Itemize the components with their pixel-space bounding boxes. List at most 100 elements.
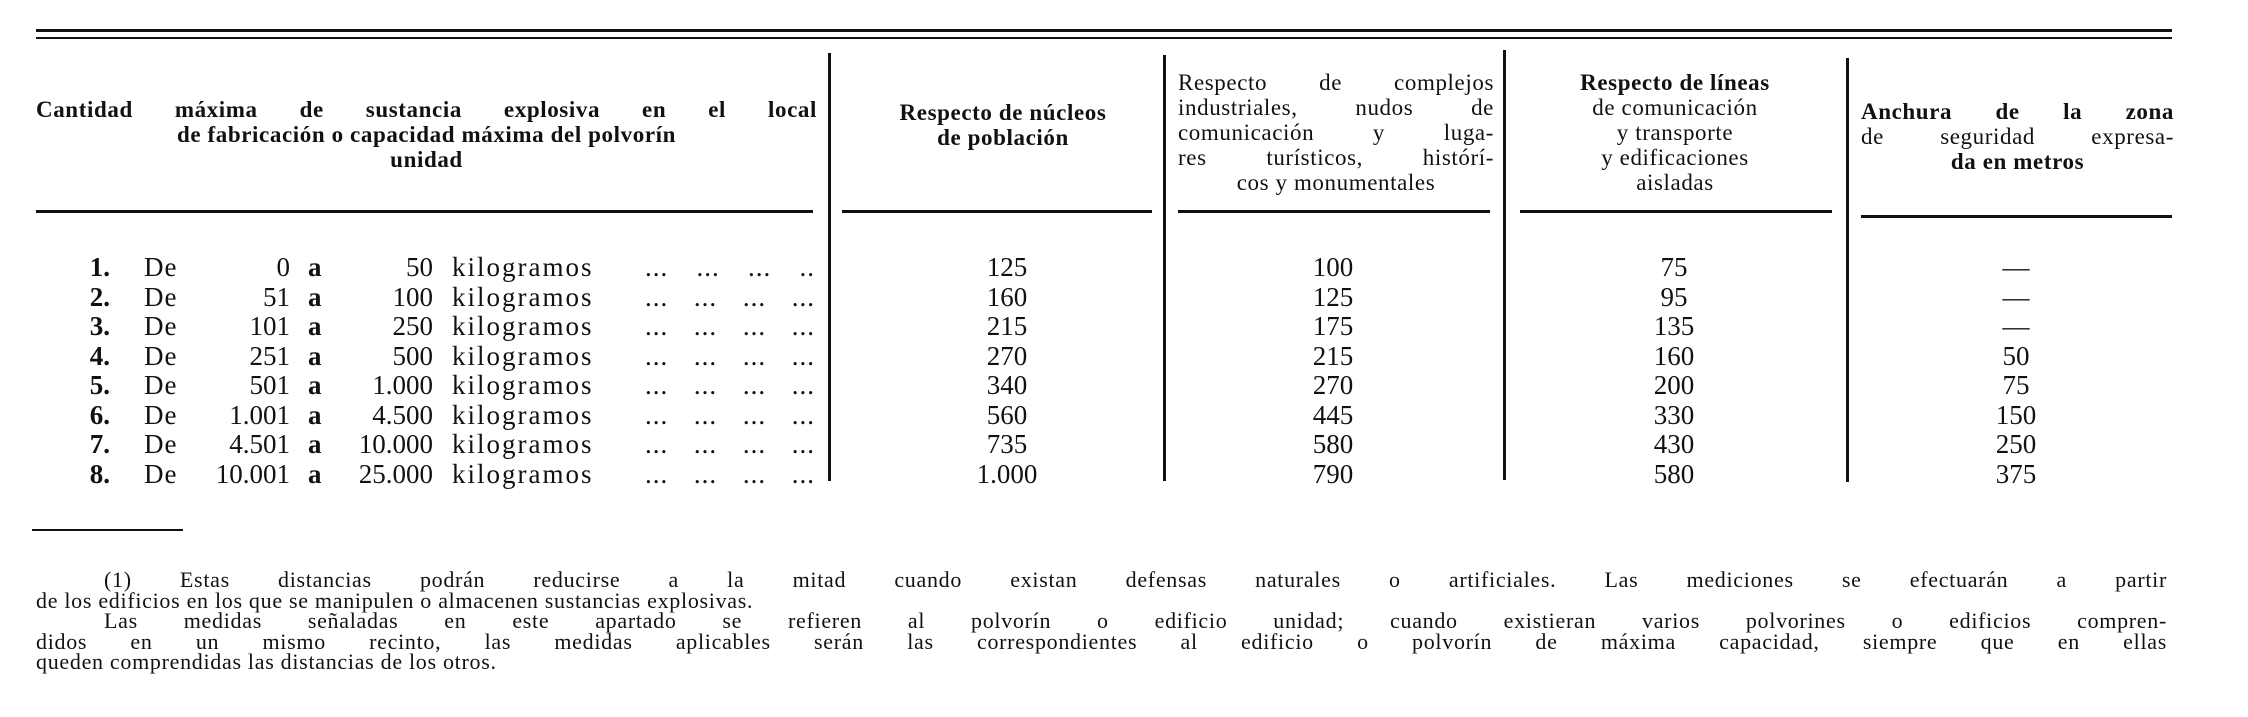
row-value: 375: [1995, 458, 2037, 489]
row-value: 160: [986, 281, 1028, 312]
row-value: 200: [1653, 370, 1695, 400]
footnote-line: (1) Estas distancias podrán reducirse a …: [104, 567, 2167, 592]
table-row: 7. De 4.501 a 10.000 kilogramos ... ... ... ..…: [0, 429, 2248, 459]
header-line: Respecto de complejos: [1178, 70, 1494, 95]
header-line: de seguridad expresa-: [1861, 124, 2174, 149]
table-row: 2. De 51 a 100 kilogramos ... ... ... ... 160 12…: [0, 282, 2248, 312]
row-value: 50: [2002, 340, 2030, 371]
row-leader-dots: ... ... ... ...: [645, 399, 815, 430]
header-quantity: Cantidad máxima de sustancia explosiva e…: [36, 97, 817, 172]
row-value: 1.000: [976, 458, 1038, 489]
row-number: 6.: [89, 399, 110, 430]
row-unit: kilogramos: [452, 399, 594, 430]
footnote-rule: [32, 529, 183, 531]
row-to: 10.000: [358, 429, 433, 459]
row-de: De: [144, 458, 178, 489]
row-number: 8.: [89, 458, 110, 489]
table-row: 4. De 251 a 500 kilogramos ... ... ... ... 270 2…: [0, 341, 2248, 371]
row-value: 735: [986, 429, 1028, 459]
header-line: comunicación y luga-: [1178, 120, 1494, 145]
row-number: 1.: [89, 252, 110, 282]
table-row: 6. De 1.001 a 4.500 kilogramos ... ... ... ...…: [0, 400, 2248, 430]
top-rule: [36, 29, 2172, 32]
row-number: 5.: [89, 370, 110, 400]
row-a: a: [308, 429, 322, 459]
header-line: y edificaciones: [1601, 145, 1749, 170]
row-value: 175: [1312, 311, 1354, 341]
row-a: a: [308, 399, 322, 430]
header-line: Cantidad máxima de sustancia explosiva e…: [36, 97, 817, 122]
row-from: 1.001: [229, 399, 290, 430]
row-value: 100: [1312, 252, 1354, 282]
row-leader-dots: ... ... ... ..: [645, 252, 815, 282]
row-to: 4.500: [372, 399, 433, 430]
column-divider: [1503, 50, 1506, 480]
row-number: 7.: [89, 429, 110, 459]
row-number: 4.: [89, 340, 110, 371]
row-value: 75: [2002, 370, 2030, 400]
header-line: Respecto de líneas: [1580, 70, 1770, 95]
header-rule: [1520, 210, 1832, 213]
header-rule: [1861, 215, 2172, 218]
header-line: res turísticos, histórí-: [1178, 145, 1494, 170]
row-number: 2.: [89, 281, 110, 312]
top-rule-second: [36, 37, 2172, 39]
row-value: 215: [986, 311, 1028, 341]
row-value: 560: [986, 399, 1028, 430]
row-from: 0: [276, 252, 291, 282]
row-from: 51: [263, 281, 290, 312]
row-leader-dots: ... ... ... ...: [645, 281, 815, 312]
row-value: 215: [1312, 340, 1354, 371]
row-value: —: [2002, 252, 2030, 282]
row-unit: kilogramos: [452, 340, 594, 371]
row-to: 1.000: [372, 370, 433, 400]
row-from: 4.501: [229, 429, 290, 459]
column-divider: [1846, 58, 1849, 482]
footnote-line: didos en un mismo recinto, las medidas a…: [36, 628, 2167, 654]
footnote-line: de los edificios en los que se manipulen…: [36, 587, 754, 613]
row-number: 3.: [89, 311, 110, 341]
row-value: 270: [1312, 370, 1354, 400]
header-line: aisladas: [1636, 170, 1714, 195]
row-de: De: [144, 281, 178, 312]
header-population: Respecto de núcleos de población: [860, 100, 1146, 150]
row-a: a: [308, 370, 322, 400]
row-leader-dots: ... ... ... ...: [645, 429, 815, 459]
row-leader-dots: ... ... ... ...: [645, 458, 815, 489]
row-a: a: [308, 311, 322, 341]
row-to: 25.000: [358, 458, 433, 489]
row-unit: kilogramos: [452, 458, 594, 489]
row-value: 95: [1660, 281, 1688, 312]
row-to: 250: [392, 311, 434, 341]
column-divider: [828, 53, 831, 481]
row-unit: kilogramos: [452, 429, 594, 459]
row-de: De: [144, 252, 178, 282]
row-a: a: [308, 458, 322, 489]
row-value: 150: [1995, 399, 2037, 430]
row-leader-dots: ... ... ... ...: [645, 311, 815, 341]
header-line: y transporte: [1616, 120, 1734, 145]
table-row: 5. De 501 a 1.000 kilogramos ... ... ... ... 34…: [0, 370, 2248, 400]
row-from: 501: [249, 370, 291, 400]
row-value: 160: [1653, 340, 1695, 371]
header-communication-lines: Respecto de líneas de comunicación y tra…: [1515, 70, 1835, 195]
row-value: 75: [1660, 252, 1688, 282]
header-safety-zone: Anchura de la zona de seguridad expresa-…: [1861, 99, 2174, 174]
header-line: de fabricación o capacidad máxima del po…: [176, 122, 677, 147]
header-line: Anchura de la zona: [1861, 99, 2174, 124]
row-leader-dots: ... ... ... ...: [645, 340, 815, 371]
row-de: De: [144, 399, 178, 430]
header-rule: [842, 210, 1152, 213]
row-de: De: [144, 311, 178, 341]
header-industrial: Respecto de complejos industriales, nudo…: [1178, 70, 1494, 195]
row-value: 790: [1312, 458, 1354, 489]
row-value: 125: [1312, 281, 1354, 312]
row-a: a: [308, 281, 322, 312]
header-line: cos y monumentales: [1236, 170, 1436, 195]
row-leader-dots: ... ... ... ...: [645, 370, 815, 400]
row-to: 50: [406, 252, 433, 282]
row-to: 500: [392, 340, 434, 371]
row-from: 251: [249, 340, 291, 371]
row-value: 125: [986, 252, 1028, 282]
